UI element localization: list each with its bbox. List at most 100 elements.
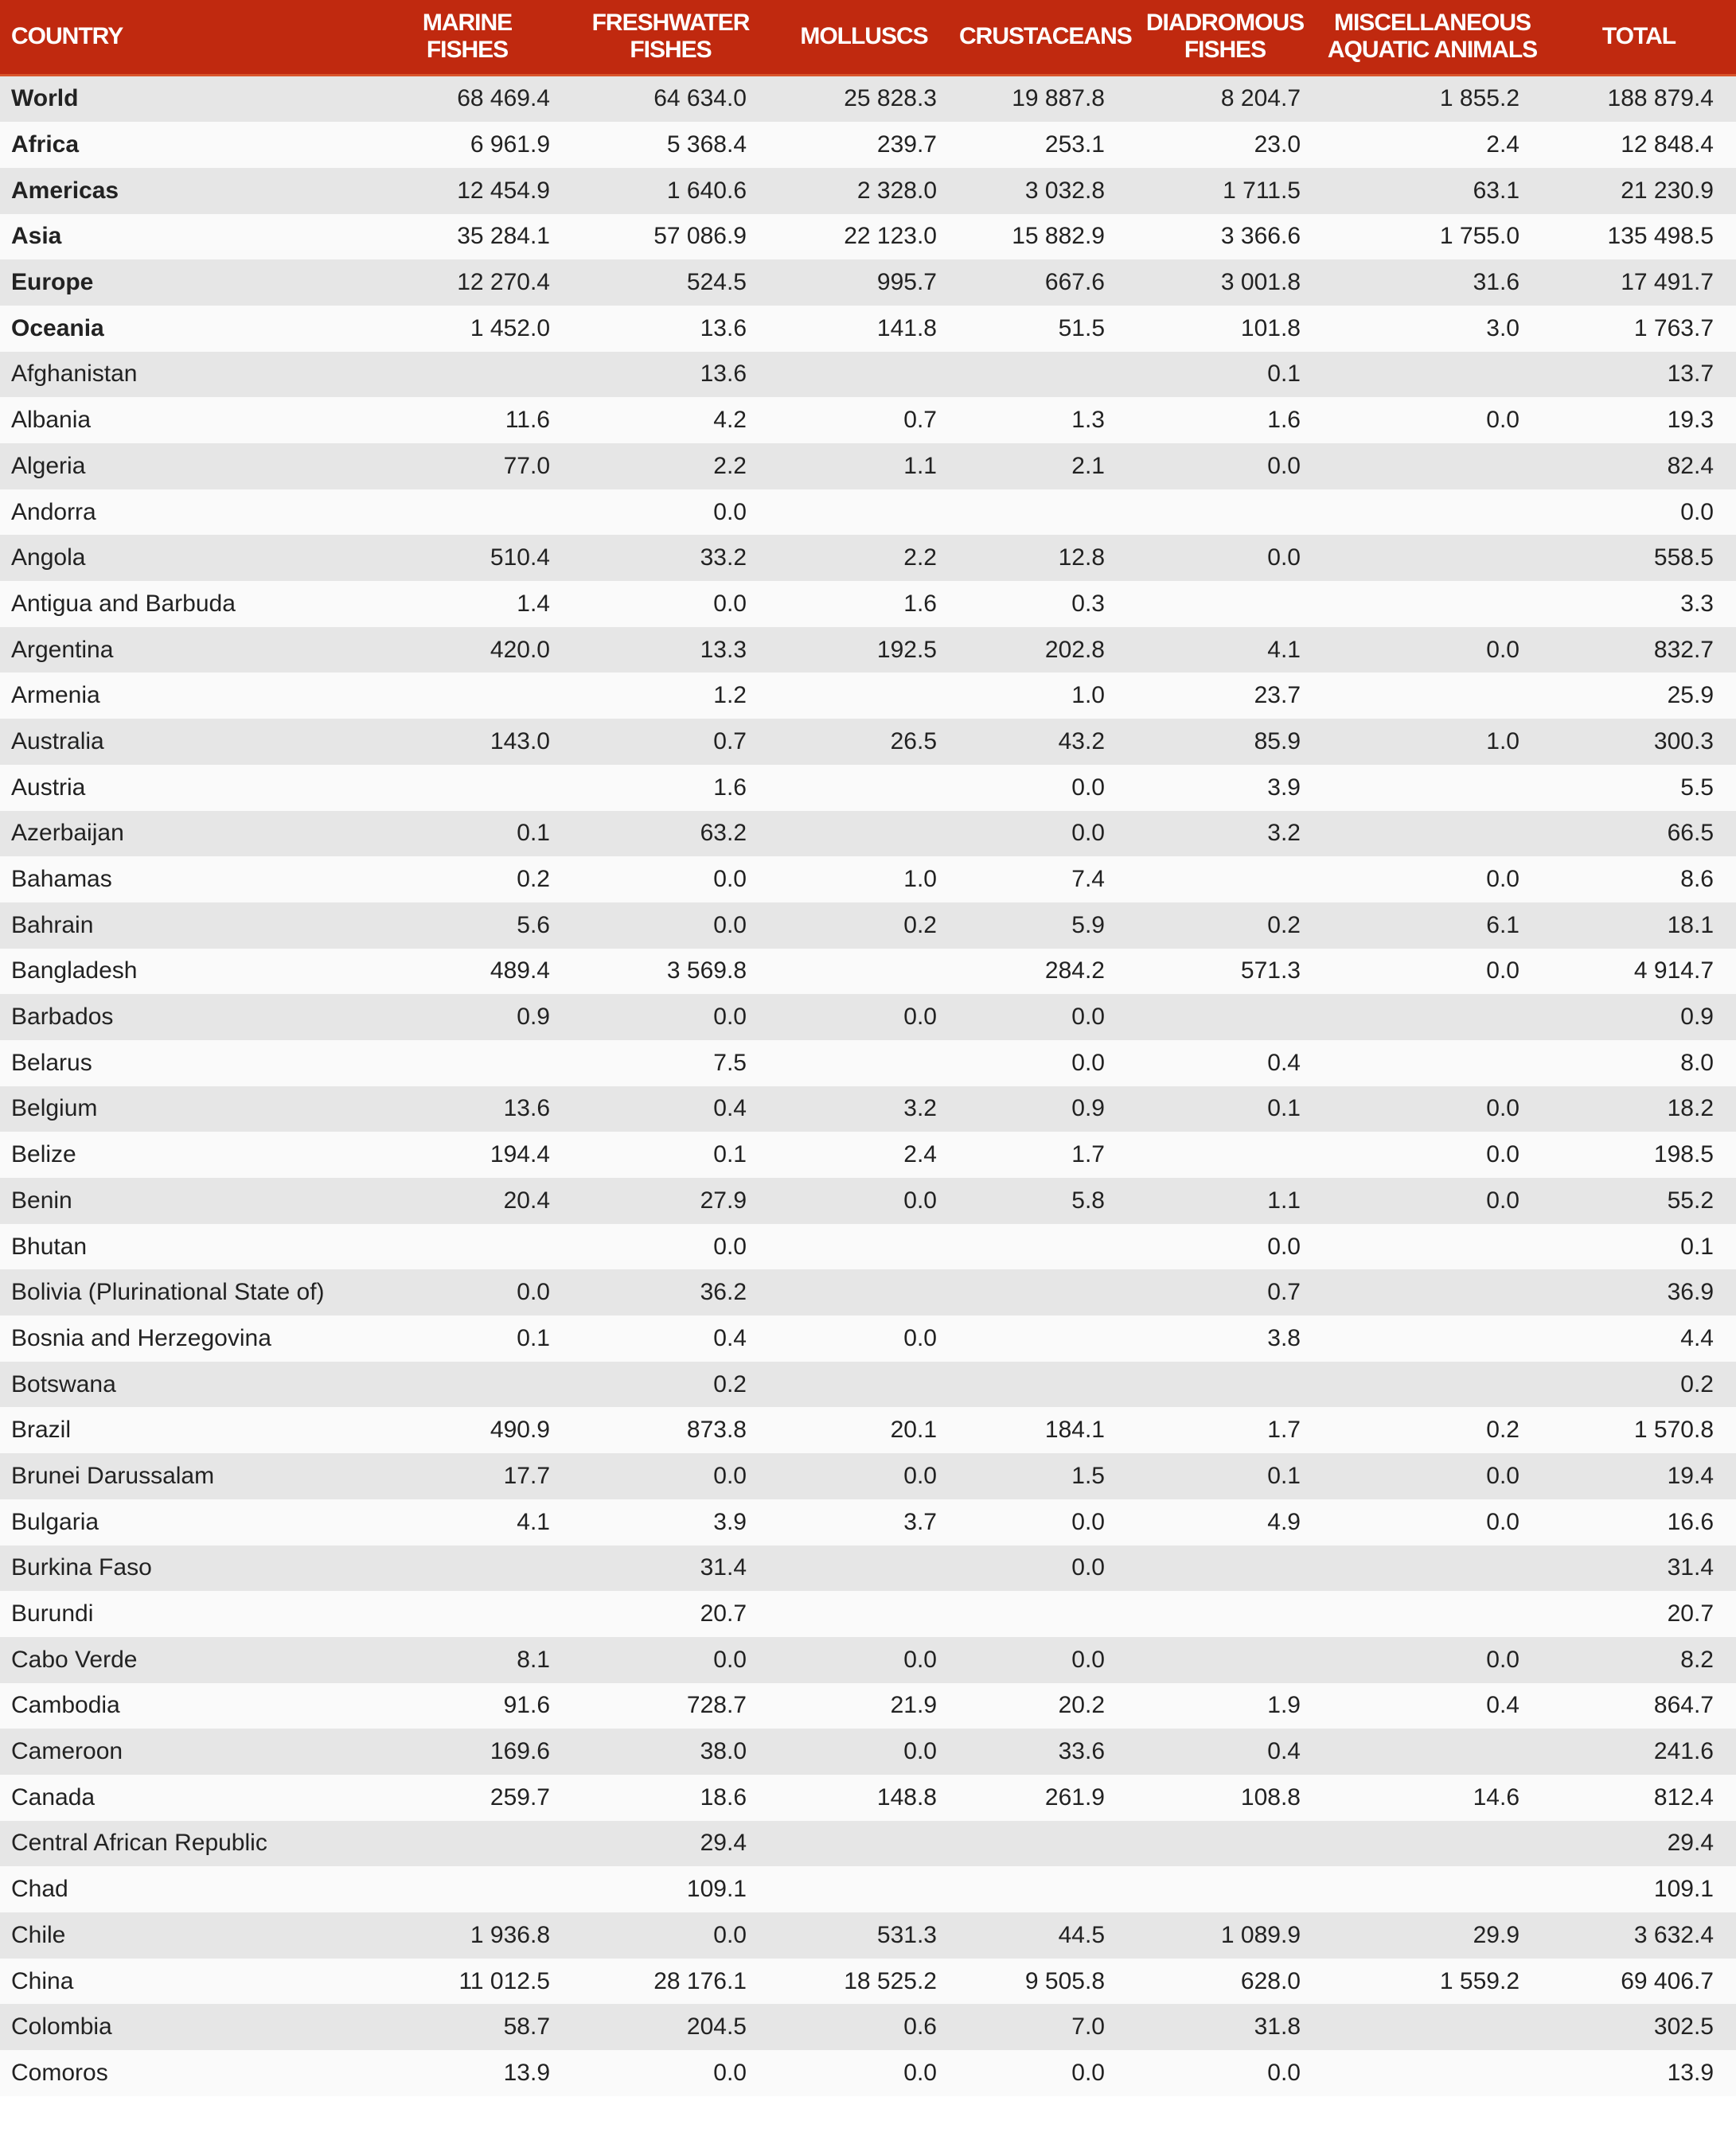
- total-cell: 0.0: [1680, 498, 1714, 525]
- table-row: Chile 1 936.8 0.0 531.3 44.5 1 089.9 29.9 3 632…: [0, 1912, 1736, 1959]
- total-cell: 135 498.5: [1607, 223, 1714, 250]
- misc-aquatic-animals-cell: 0.0: [1486, 407, 1519, 434]
- freshwater-fishes-cell: 0.0: [713, 1004, 747, 1031]
- freshwater-fishes-cell: 109.1: [686, 1876, 747, 1903]
- freshwater-fishes-cell: 13.6: [700, 314, 747, 341]
- freshwater-fishes-cell: 0.0: [713, 2059, 747, 2086]
- crustaceans-cell: 1.0: [1071, 682, 1105, 709]
- total-cell: 0.9: [1680, 1004, 1714, 1031]
- country-cell: Belize: [11, 1141, 76, 1168]
- misc-aquatic-animals-cell: 0.0: [1486, 957, 1519, 984]
- crustaceans-cell: [959, 1224, 1127, 1270]
- country-cell: Colombia: [11, 2013, 112, 2041]
- total-cell: 69 406.7: [1621, 1967, 1714, 1994]
- country-cell: Chile: [11, 1921, 66, 1948]
- country-cell: Burundi: [11, 1600, 94, 1627]
- crustaceans-cell: 184.1: [1044, 1417, 1105, 1444]
- table-row: Chad 109.1 109.1: [0, 1866, 1736, 1912]
- misc-aquatic-animals-cell: 0.0: [1486, 866, 1519, 893]
- total-cell: 3.3: [1680, 590, 1714, 617]
- marine-fishes-cell: [362, 765, 572, 811]
- table-row: Austria 1.6 0.0 3.9 5.5: [0, 764, 1736, 811]
- diadromous-fishes-cell: 0.0: [1267, 2059, 1301, 2086]
- header-molluscs: MOLLUSCS: [800, 23, 928, 50]
- country-cell: Brazil: [11, 1417, 72, 1444]
- crustaceans-cell: [959, 1821, 1127, 1867]
- diadromous-fishes-cell: 0.1: [1267, 1095, 1301, 1122]
- crustaceans-cell: [959, 1362, 1127, 1408]
- misc-aquatic-animals-cell: [1323, 1591, 1542, 1637]
- country-cell: Americas: [11, 177, 119, 204]
- molluscs-cell: [769, 1224, 959, 1270]
- country-cell: Canada: [11, 1783, 96, 1811]
- misc-aquatic-animals-cell: 3.0: [1486, 314, 1519, 341]
- header-country: COUNTRY: [11, 23, 123, 50]
- marine-fishes-cell: 12 270.4: [457, 269, 550, 296]
- total-cell: 0.1: [1680, 1233, 1714, 1260]
- country-cell: Armenia: [11, 682, 100, 709]
- diadromous-fishes-cell: [1127, 1132, 1323, 1178]
- misc-aquatic-animals-cell: [1323, 811, 1542, 857]
- diadromous-fishes-cell: 1 089.9: [1220, 1921, 1301, 1948]
- misc-aquatic-animals-cell: 0.0: [1486, 1462, 1519, 1489]
- table-row: Belarus 7.5 0.0 0.4 8.0: [0, 1039, 1736, 1086]
- diadromous-fishes-cell: 3 366.6: [1220, 223, 1301, 250]
- freshwater-fishes-cell: 63.2: [700, 820, 747, 847]
- diadromous-fishes-cell: [1127, 1546, 1323, 1592]
- misc-aquatic-animals-cell: 0.0: [1486, 1141, 1519, 1168]
- marine-fishes-cell: 11 012.5: [458, 1967, 550, 1994]
- misc-aquatic-animals-cell: [1323, 1040, 1542, 1086]
- header-diadromous-fishes: DIADROMOUS FISHES: [1145, 10, 1305, 64]
- freshwater-fishes-cell: 1 640.6: [666, 177, 747, 204]
- freshwater-fishes-cell: 18.6: [700, 1783, 747, 1811]
- table-row: Armenia 1.2 1.0 23.7 25.9: [0, 672, 1736, 719]
- country-cell: Bulgaria: [11, 1508, 99, 1535]
- marine-fishes-cell: [362, 1224, 572, 1270]
- country-cell: Bhutan: [11, 1233, 88, 1260]
- molluscs-cell: 1.6: [903, 590, 937, 617]
- freshwater-fishes-cell: 0.0: [713, 1462, 747, 1489]
- total-cell: 198.5: [1653, 1141, 1714, 1168]
- marine-fishes-cell: 68 469.4: [457, 85, 550, 112]
- table-row: Angola 510.4 33.2 2.2 12.8 0.0 558.5: [0, 535, 1736, 582]
- freshwater-fishes-cell: 873.8: [686, 1417, 747, 1444]
- molluscs-cell: [769, 1821, 959, 1867]
- total-cell: 36.9: [1667, 1279, 1714, 1306]
- diadromous-fishes-cell: 0.0: [1267, 452, 1301, 479]
- marine-fishes-cell: 489.4: [490, 957, 550, 984]
- freshwater-fishes-cell: 1.6: [713, 774, 747, 801]
- region-row: Europe 12 270.4 524.5 995.7 667.6 3 001.8 31.6…: [0, 259, 1736, 306]
- country-cell: Austria: [11, 774, 86, 801]
- diadromous-fishes-cell: 0.7: [1267, 1279, 1301, 1306]
- molluscs-cell: 141.8: [876, 314, 937, 341]
- freshwater-fishes-cell: 0.0: [713, 1646, 747, 1673]
- molluscs-cell: 0.0: [903, 1462, 937, 1489]
- freshwater-fishes-cell: 3 569.8: [666, 957, 747, 984]
- country-cell: Europe: [11, 269, 94, 296]
- crustaceans-cell: 9 505.8: [1024, 1967, 1105, 1994]
- country-cell: Brunei Darussalam: [11, 1462, 215, 1489]
- freshwater-fishes-cell: 4.2: [713, 407, 747, 434]
- freshwater-fishes-cell: 5 368.4: [666, 131, 747, 158]
- misc-aquatic-animals-cell: 0.0: [1486, 636, 1519, 663]
- crustaceans-cell: 12.8: [1058, 544, 1105, 571]
- molluscs-cell: 0.0: [903, 1324, 937, 1351]
- total-cell: 4 914.7: [1633, 957, 1714, 984]
- crustaceans-cell: 7.4: [1071, 866, 1105, 893]
- country-cell: Antigua and Barbuda: [11, 590, 236, 617]
- table-row: Albania 11.6 4.2 0.7 1.3 1.6 0.0 19.3: [0, 397, 1736, 443]
- country-cell: Andorra: [11, 498, 96, 525]
- marine-fishes-cell: [362, 1821, 572, 1867]
- molluscs-cell: 0.2: [903, 911, 937, 938]
- diadromous-fishes-cell: 1.9: [1267, 1692, 1301, 1719]
- diadromous-fishes-cell: 23.0: [1254, 131, 1301, 158]
- freshwater-fishes-cell: 204.5: [686, 2013, 747, 2041]
- diadromous-fishes-cell: [1127, 1866, 1323, 1912]
- marine-fishes-cell: [362, 672, 572, 719]
- misc-aquatic-animals-cell: 0.0: [1486, 1187, 1519, 1214]
- molluscs-cell: 26.5: [890, 727, 937, 754]
- molluscs-cell: 0.6: [903, 2013, 937, 2041]
- freshwater-fishes-cell: 0.0: [713, 590, 747, 617]
- region-row: Africa 6 961.9 5 368.4 239.7 253.1 23.0 2.4 12 …: [0, 122, 1736, 168]
- freshwater-fishes-cell: 0.0: [713, 911, 747, 938]
